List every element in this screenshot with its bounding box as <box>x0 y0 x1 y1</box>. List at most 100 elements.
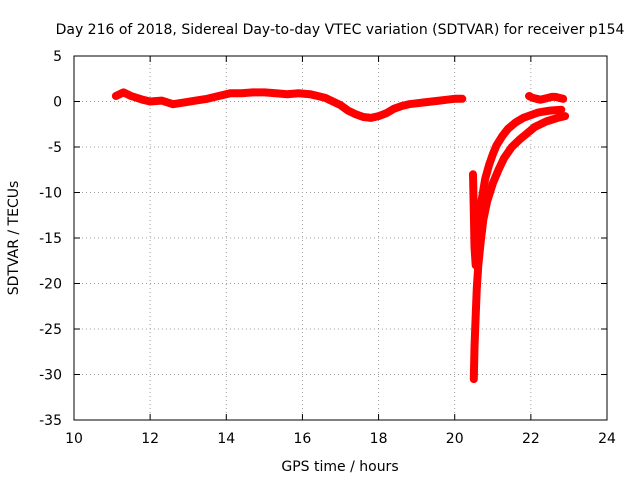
data-point <box>375 112 383 120</box>
data-point <box>272 89 280 97</box>
data-point <box>489 179 497 187</box>
data-point <box>260 88 268 96</box>
data-point <box>119 88 127 96</box>
series-4 <box>525 92 568 104</box>
x-tick-label: 10 <box>65 431 83 447</box>
data-point <box>536 96 544 104</box>
data-point <box>472 311 480 319</box>
data-point <box>337 101 344 109</box>
data-point <box>500 154 508 162</box>
series-band <box>111 88 467 122</box>
plot-frame <box>73 55 608 421</box>
y-tick-label: 0 <box>53 95 62 111</box>
data-point <box>494 166 502 174</box>
x-tick-label: 16 <box>294 431 312 447</box>
data-point <box>238 89 246 97</box>
data-point <box>519 114 527 122</box>
data-point <box>139 96 147 104</box>
data-point <box>474 261 482 269</box>
y-tick-label: -35 <box>39 413 62 429</box>
data-point <box>192 97 200 105</box>
data-point <box>493 141 501 149</box>
chart-title: Day 216 of 2018, Sidereal Day-to-day VTE… <box>56 22 625 38</box>
data-point <box>428 98 436 105</box>
data-point <box>249 88 257 96</box>
data-point <box>481 175 489 183</box>
data-point <box>554 114 562 122</box>
data-point <box>540 95 548 103</box>
series-1 <box>111 88 467 122</box>
grid-lines <box>74 56 607 420</box>
x-tick-label: 12 <box>141 431 159 447</box>
y-tick-label: -15 <box>39 231 62 247</box>
data-point <box>180 98 188 106</box>
data-point <box>344 107 352 115</box>
data-point <box>405 100 413 108</box>
y-tick-label: -25 <box>39 322 62 338</box>
data-point <box>479 216 487 224</box>
y-tick-label: -30 <box>39 368 62 384</box>
data-point <box>169 100 177 108</box>
data-point <box>382 109 390 117</box>
data-point <box>390 105 398 113</box>
data-point <box>215 92 223 100</box>
data-point <box>559 95 567 103</box>
data-point <box>483 198 491 206</box>
y-axis-label: SDTVAR / TECUs <box>6 181 22 296</box>
data-point <box>397 102 405 110</box>
data-point <box>321 94 329 102</box>
data-marks <box>111 88 570 384</box>
data-point <box>203 95 211 103</box>
data-point <box>508 143 516 151</box>
data-point <box>473 284 481 292</box>
data-point <box>306 90 314 98</box>
data-point <box>531 123 539 131</box>
data-point <box>546 107 554 115</box>
data-point <box>542 118 550 126</box>
data-point <box>352 110 360 118</box>
data-point <box>552 93 560 101</box>
data-point <box>544 94 552 102</box>
data-point <box>557 106 565 114</box>
data-point <box>529 94 537 102</box>
y-tick-label: -10 <box>39 186 62 202</box>
data-point <box>367 114 375 122</box>
data-point <box>329 98 337 105</box>
data-point <box>295 89 303 97</box>
data-point <box>489 150 497 158</box>
tick-labels: 10 12 14 16 18 20 22 24 5 0 -5 -10 -15 -20 -25 -30 -35 <box>39 49 616 447</box>
data-point <box>561 112 569 120</box>
series-3 <box>469 112 570 384</box>
x-tick-label: 22 <box>522 431 540 447</box>
data-point <box>146 98 154 105</box>
data-point <box>443 96 451 104</box>
data-point <box>523 129 531 137</box>
data-point <box>435 97 443 105</box>
y-tick-label: 5 <box>53 49 62 65</box>
data-point <box>283 90 291 98</box>
x-tick-label: 24 <box>598 431 616 447</box>
data-point <box>420 98 428 106</box>
data-point <box>471 343 479 351</box>
data-point <box>451 95 459 103</box>
data-point <box>112 92 120 100</box>
x-tick-label: 20 <box>446 431 464 447</box>
data-point <box>359 113 367 121</box>
axis-ticks <box>73 55 608 421</box>
data-point <box>534 108 542 116</box>
data-point <box>477 239 485 247</box>
data-point <box>555 94 563 102</box>
data-point <box>458 95 466 103</box>
data-point <box>158 97 166 105</box>
data-point <box>470 375 478 383</box>
data-point <box>470 207 478 215</box>
x-tick-label: 18 <box>370 431 388 447</box>
data-point <box>469 170 477 178</box>
data-point <box>226 89 234 97</box>
y-tick-label: -20 <box>39 277 62 293</box>
series-band <box>469 105 566 270</box>
data-point <box>485 161 493 169</box>
data-point <box>127 92 135 100</box>
y-tick-label: -5 <box>48 140 62 156</box>
